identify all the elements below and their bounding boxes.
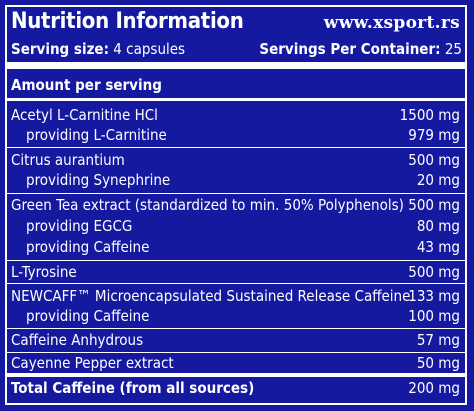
- ingredient-amount: 500 mg: [408, 263, 460, 281]
- row-divider: [7, 352, 467, 353]
- ingredient-name: Green Tea extract (standardized to min. …: [11, 196, 404, 214]
- ingredient-name: providing Synephrine: [26, 171, 171, 189]
- ingredient-name: NEWCAFF™ Microencapsulated Sustained Rel…: [11, 287, 411, 305]
- ingredient-name: Cayenne Pepper extract: [11, 354, 174, 372]
- row-divider: [7, 147, 467, 148]
- ingredient-amount: 80 mg: [416, 217, 460, 235]
- table-row: Citrus aurantium 500 mg: [11, 150, 460, 170]
- table-row: Acetyl L-Carnitine HCl 1500 mg: [11, 105, 460, 125]
- ingredient-name: providing EGCG: [26, 217, 133, 235]
- panel-title: Nutrition Information: [11, 9, 244, 34]
- ingredient-name: Caffeine Anhydrous: [11, 331, 144, 349]
- total-caffeine-label: Total Caffeine (from all sources): [11, 379, 255, 397]
- amount-per-serving-heading: Amount per serving: [11, 76, 162, 94]
- ingredient-amount: 979 mg: [408, 126, 460, 144]
- total-caffeine-row: Total Caffeine (from all sources) 200 mg: [11, 378, 460, 398]
- table-row: providing Caffeine 43 mg: [11, 237, 460, 257]
- ingredient-name: Acetyl L-Carnitine HCl: [11, 106, 158, 124]
- table-row: providing L-Carnitine 979 mg: [11, 125, 460, 145]
- ingredient-amount: 43 mg: [416, 238, 460, 256]
- table-row: Cayenne Pepper extract 50 mg: [11, 353, 460, 373]
- table-row: Green Tea extract (standardized to min. …: [11, 195, 460, 215]
- serving-size: Serving size: 4 capsules: [11, 40, 185, 58]
- table-row: L-Tyrosine 500 mg: [11, 262, 460, 282]
- ingredient-amount: 100 mg: [408, 307, 460, 325]
- total-caffeine-amount: 200 mg: [408, 379, 460, 397]
- servings-per-container-label: Servings Per Container:: [259, 40, 441, 58]
- ingredient-amount: 500 mg: [408, 151, 460, 169]
- servings-per-container-value: 25: [444, 40, 462, 58]
- ingredient-amount: 20 mg: [416, 171, 460, 189]
- serving-size-value: 4 capsules: [113, 40, 186, 58]
- title-row: Nutrition Information www.xsport.rs: [7, 7, 464, 37]
- website-text: www.xsport.rs: [323, 13, 460, 33]
- row-divider: [7, 193, 467, 194]
- serving-row: Serving size: 4 capsules Servings Per Co…: [11, 40, 462, 60]
- ingredient-name: Citrus aurantium: [11, 151, 125, 169]
- ingredient-amount: 50 mg: [416, 354, 460, 372]
- ingredient-name: providing L-Carnitine: [26, 126, 167, 144]
- ingredient-name: L-Tyrosine: [11, 263, 77, 281]
- serving-size-label: Serving size:: [11, 40, 109, 58]
- table-row: providing EGCG 80 mg: [11, 216, 460, 236]
- divider-total: [7, 373, 467, 377]
- table-row: providing Caffeine 100 mg: [11, 306, 460, 326]
- servings-per-container: Servings Per Container: 25: [259, 40, 462, 58]
- divider-thick-top: [7, 62, 467, 69]
- nutrition-panel: [5, 5, 467, 405]
- ingredient-amount: 133 mg: [408, 287, 460, 305]
- row-divider: [7, 283, 467, 284]
- ingredient-name: providing Caffeine: [26, 307, 150, 325]
- row-divider: [7, 328, 467, 329]
- ingredient-amount: 57 mg: [416, 331, 460, 349]
- ingredient-name: providing Caffeine: [26, 238, 150, 256]
- row-divider: [7, 260, 467, 261]
- table-row: Caffeine Anhydrous 57 mg: [11, 330, 460, 350]
- ingredient-amount: 1500 mg: [399, 106, 460, 124]
- table-row: NEWCAFF™ Microencapsulated Sustained Rel…: [11, 286, 460, 306]
- ingredient-amount: 500 mg: [408, 196, 460, 214]
- table-row: providing Synephrine 20 mg: [11, 170, 460, 190]
- divider-header: [7, 98, 467, 101]
